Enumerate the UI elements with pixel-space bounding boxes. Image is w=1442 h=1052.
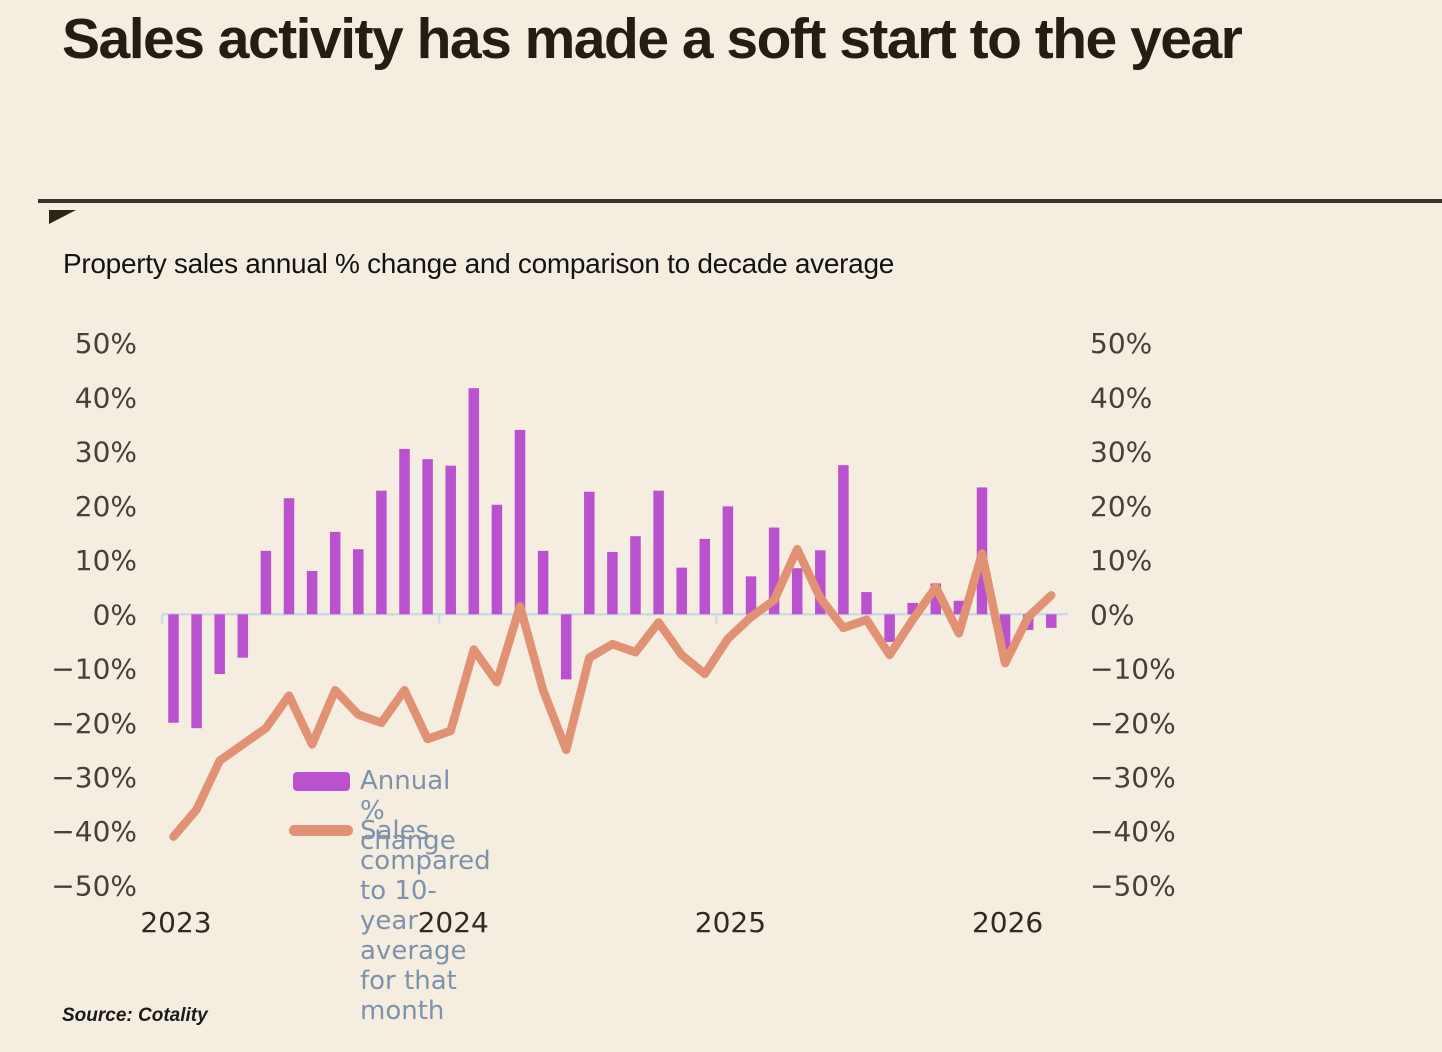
bar-sep-2024: [630, 536, 641, 615]
y-axis-label-right: −40%: [1090, 815, 1176, 848]
y-axis-label-left: −20%: [51, 707, 137, 740]
bar-oct-2023: [376, 490, 387, 615]
bar-jul-2023: [306, 570, 318, 615]
x-axis-label-2024: 2024: [418, 906, 489, 939]
legend-label-annual-change: Annual % change: [360, 766, 456, 856]
y-axis-label-left: 0%: [93, 598, 137, 631]
bar-jun-2024: [560, 614, 572, 680]
bar-mar-2026: [1046, 614, 1057, 628]
bar-jul-2025: [861, 592, 872, 615]
y-axis-label-right: 30%: [1090, 436, 1152, 469]
chart-subtitle: Property sales annual % change and compa…: [63, 248, 894, 279]
x-axis-label-2026: 2026: [972, 906, 1043, 939]
bar-mar-2023: [214, 614, 225, 674]
bar-aug-2023: [329, 531, 341, 615]
y-axis-label-left: 40%: [75, 381, 137, 414]
bar-nov-2023: [399, 448, 410, 615]
y-axis-label-left: −10%: [51, 653, 137, 686]
bar-mar-2024: [491, 504, 503, 615]
legend-label-10yr-average-line: Sales compared to 10-year average for th…: [360, 816, 491, 1026]
x-axis-label-2023: 2023: [140, 906, 211, 939]
bar-jan-2024: [445, 465, 456, 615]
legend-swatch-10yr-average-line: [289, 825, 353, 836]
bar-feb-2025: [745, 576, 757, 615]
bar-apr-2024: [514, 429, 526, 615]
bar-sep-2025: [907, 602, 918, 615]
y-axis-label-right: 50%: [1090, 327, 1152, 360]
bar-jul-2024: [584, 491, 595, 615]
bar-jun-2025: [838, 465, 849, 615]
bar-dec-2023: [422, 459, 433, 615]
bar-sep-2023: [353, 549, 364, 615]
y-axis-label-right: 0%: [1090, 598, 1134, 631]
y-axis-label-left: 30%: [75, 436, 137, 469]
y-axis-label-left: −50%: [51, 869, 137, 902]
bar-jan-2025: [722, 506, 734, 615]
x-axis-label-2025: 2025: [695, 906, 766, 939]
y-axis-label-right: −20%: [1090, 707, 1176, 740]
separator-rule: [38, 199, 1442, 203]
pointer-triangle-icon: [49, 210, 76, 224]
bar-apr-2025: [791, 568, 803, 615]
y-axis-label-right: −30%: [1090, 761, 1176, 794]
bar-mar-2025: [768, 527, 780, 615]
legend-swatch-annual-change: [293, 772, 350, 791]
bar-aug-2025: [884, 614, 895, 642]
bar-may-2024: [537, 550, 549, 615]
page-title: Sales activity has made a soft start to …: [62, 7, 1243, 71]
source-note: Source: Cotality: [62, 1005, 208, 1026]
bar-jun-2023: [283, 498, 295, 615]
bar-oct-2025: [930, 583, 942, 615]
bar-feb-2023: [191, 614, 202, 729]
y-axis-label-left: −40%: [51, 815, 137, 848]
y-axis-label-left: −30%: [51, 761, 137, 794]
y-axis-label-right: 10%: [1090, 544, 1152, 577]
trend-line: [169, 544, 1056, 841]
y-axis-label-right: −50%: [1090, 869, 1176, 902]
bar-feb-2024: [468, 388, 480, 615]
bar-jan-2023: [168, 614, 179, 723]
y-axis-label-right: −10%: [1090, 653, 1176, 686]
y-axis-label-left: 50%: [75, 327, 137, 360]
y-axis-label-right: 20%: [1090, 490, 1152, 523]
bar-may-2025: [815, 550, 826, 615]
bar-apr-2023: [237, 614, 249, 658]
bar-may-2023: [260, 550, 272, 615]
y-axis-label-right: 40%: [1090, 381, 1152, 414]
bar-aug-2024: [607, 551, 618, 615]
y-axis-label-left: 20%: [75, 490, 137, 523]
bar-oct-2024: [653, 490, 664, 615]
bar-jan-2026: [999, 614, 1011, 650]
y-axis-label-left: 10%: [75, 544, 137, 577]
bar-dec-2024: [699, 538, 711, 615]
bar-nov-2025: [953, 600, 965, 615]
bar-nov-2024: [676, 567, 687, 615]
